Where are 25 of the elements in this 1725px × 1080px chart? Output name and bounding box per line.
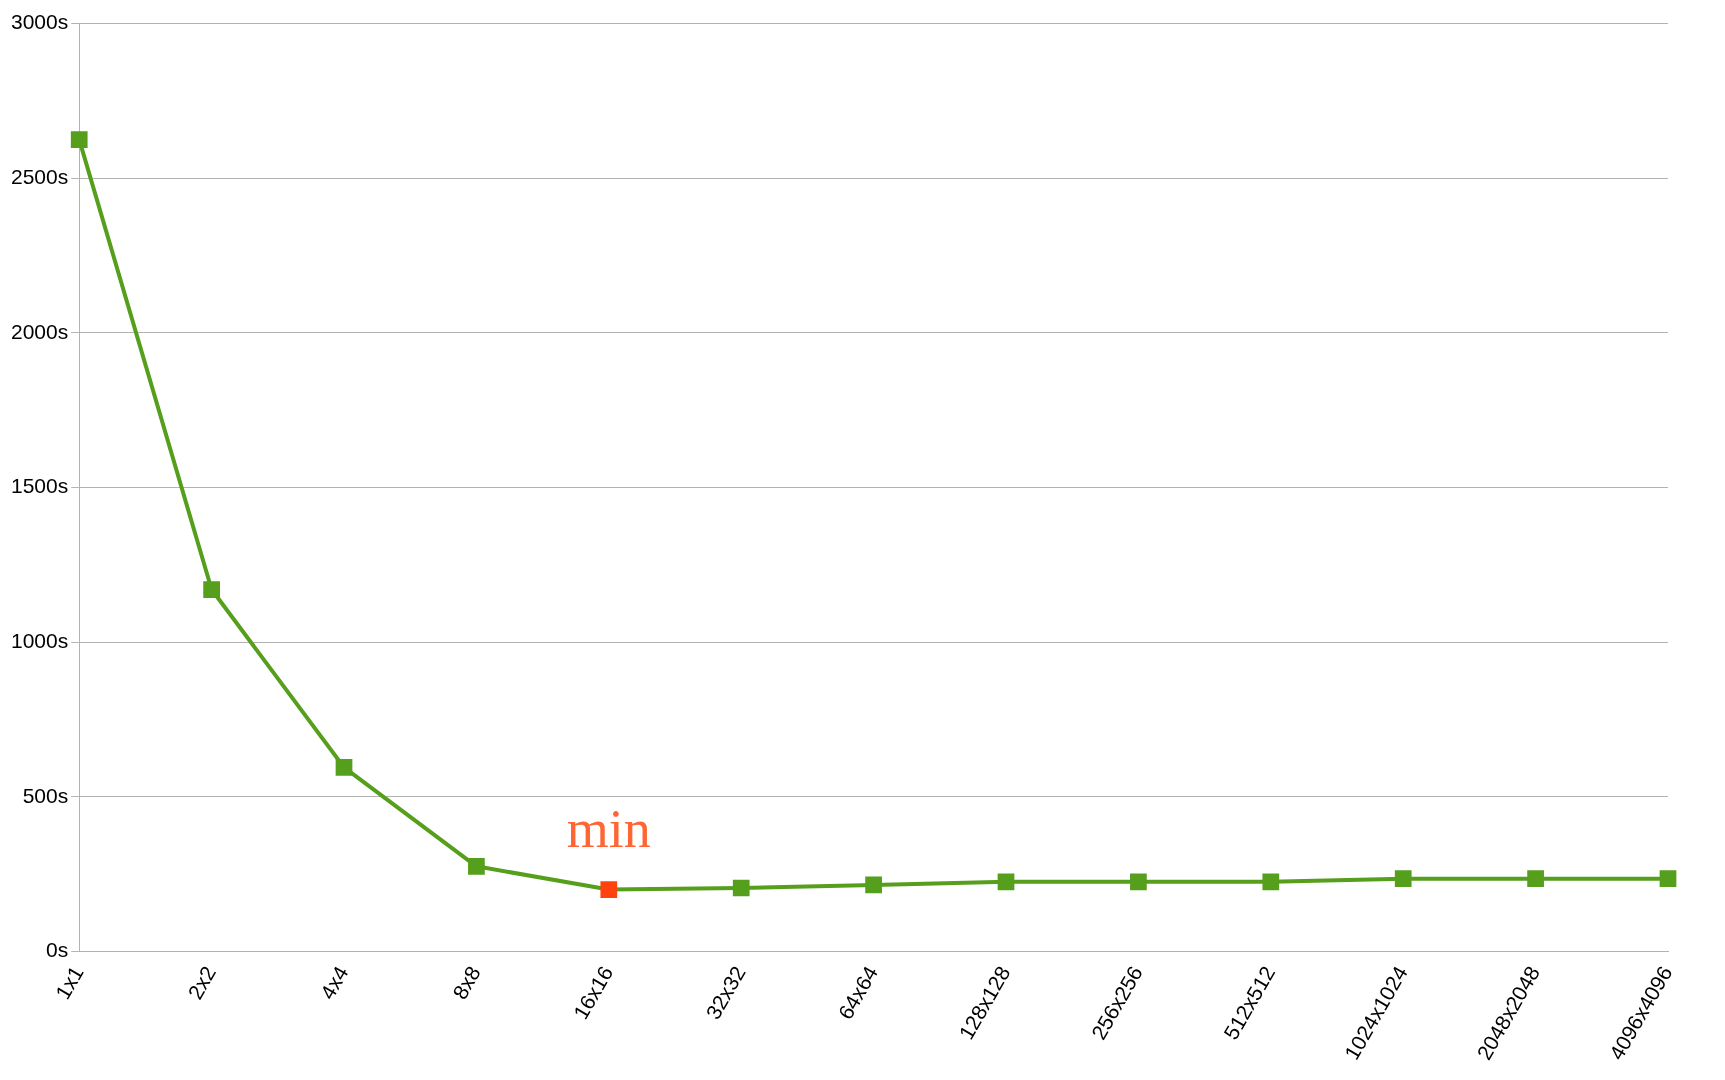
- x-tick-label: 2x2: [183, 962, 221, 1003]
- point: [1659, 870, 1677, 888]
- x-tick-label: 4x4: [315, 961, 353, 1003]
- y-tick-label: 0s: [46, 938, 69, 962]
- point: [1527, 870, 1544, 888]
- point: [468, 857, 485, 875]
- y-tick-label: 1000s: [11, 628, 69, 652]
- y-tick-label: 2500s: [11, 165, 69, 189]
- point: [70, 131, 88, 148]
- y-tick-label: 1500s: [11, 474, 69, 498]
- point: [335, 759, 353, 776]
- point: [1394, 870, 1412, 888]
- y-tick-label: 3000s: [11, 10, 69, 34]
- point: [1262, 873, 1280, 891]
- annotation: min: [566, 798, 651, 859]
- y-tick-label: 2000s: [11, 319, 69, 343]
- point: [732, 879, 750, 897]
- x-tick-label: 8x8: [448, 962, 485, 1003]
- point: [1130, 873, 1147, 891]
- point: [600, 881, 618, 898]
- x-tick-label: 1x1: [50, 962, 88, 1003]
- point: [865, 876, 882, 894]
- point: [203, 581, 220, 598]
- point: [997, 873, 1015, 891]
- y-tick-label: 500s: [22, 783, 69, 807]
